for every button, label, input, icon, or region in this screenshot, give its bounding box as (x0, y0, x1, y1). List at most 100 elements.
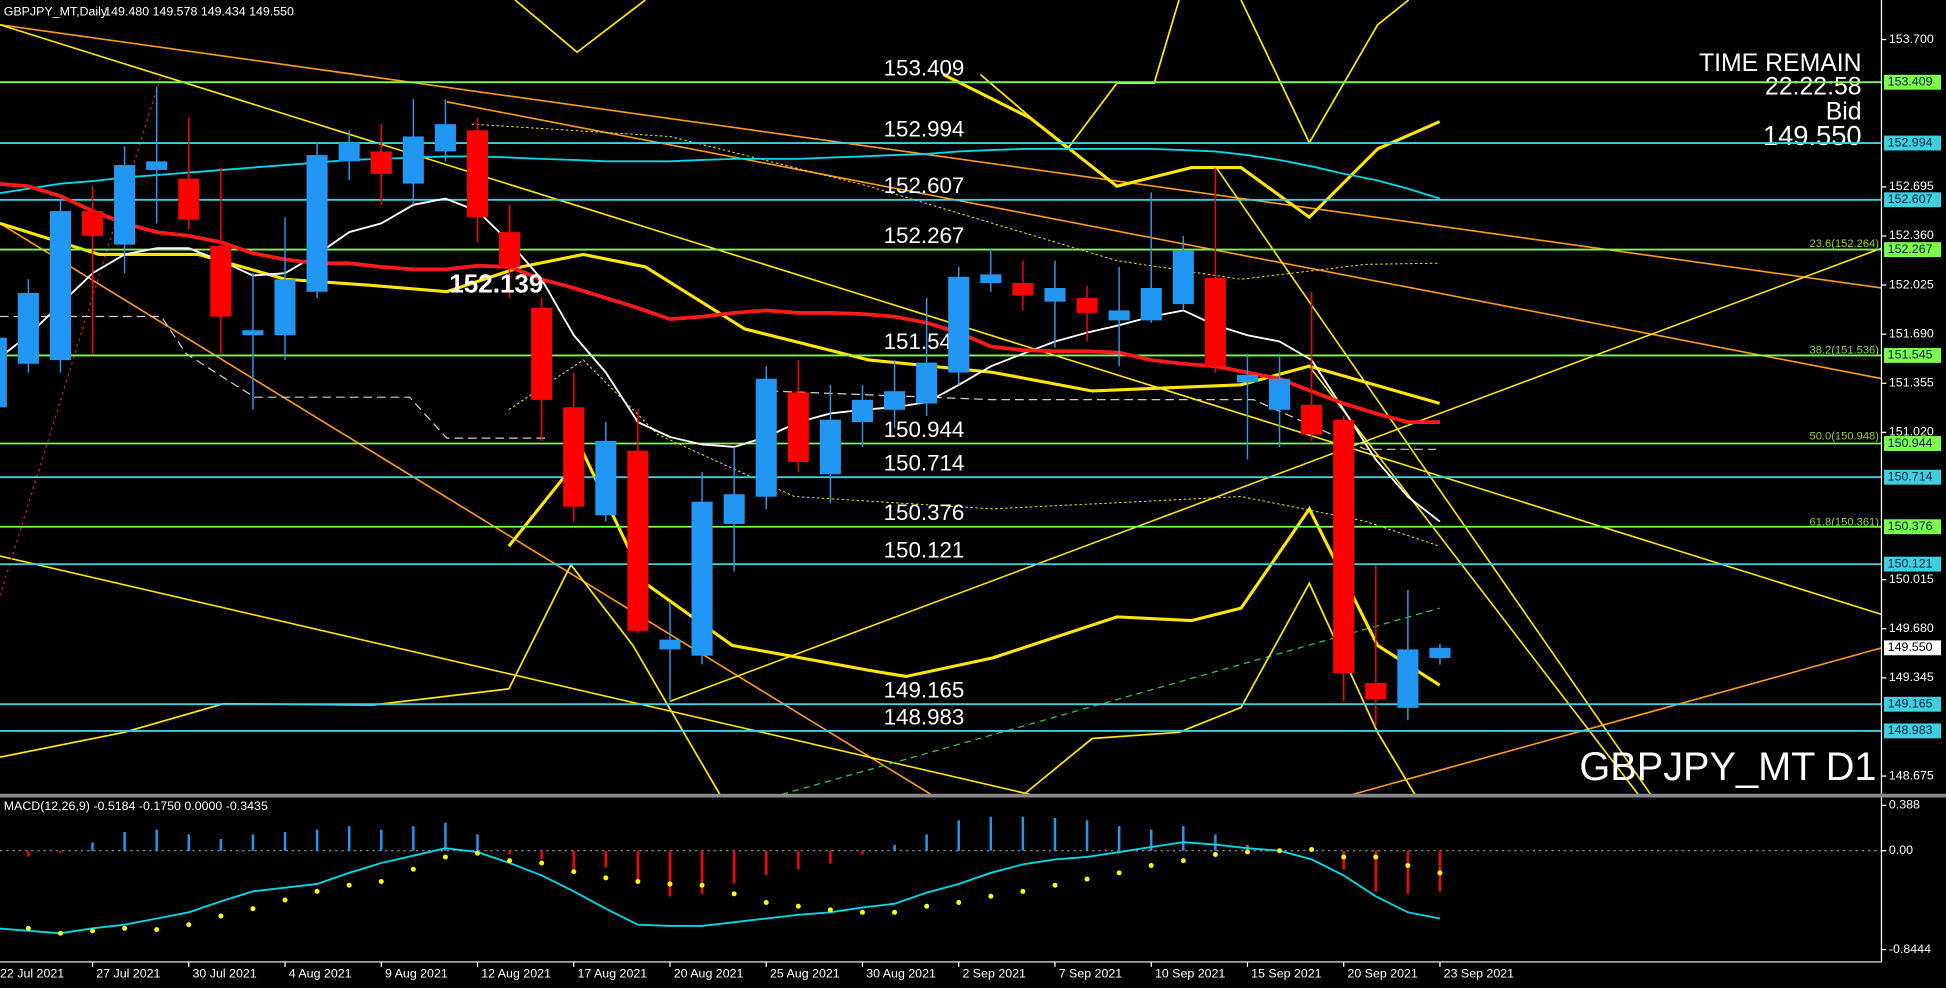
y-tick-label: 151.355 (1889, 376, 1934, 390)
watermark: GBPJPY_MT D1 (1579, 745, 1876, 789)
macd-label: MACD(12,26,9) -0.5184 -0.1750 0.0000 -0.… (4, 799, 268, 813)
band (0, 563, 721, 795)
band (508, 359, 1440, 547)
macd-signal-dot (1405, 863, 1411, 868)
macd-signal-dot (892, 909, 898, 915)
x-tick-label: 17 Aug 2021 (577, 967, 647, 981)
level-price-tag: 153.409 (1888, 75, 1933, 89)
macd-signal-dot (282, 897, 288, 903)
macd-signal-dot (827, 907, 833, 913)
macd-line (0, 841, 1441, 935)
macd-signal-dot (25, 925, 31, 931)
moving-average (0, 148, 1441, 200)
candle-body (499, 232, 521, 267)
level-label: 149.165 (884, 678, 965, 703)
level-price-tag: 152.994 (1888, 135, 1933, 149)
candle-body (434, 124, 456, 152)
macd-signal-dot (571, 869, 577, 875)
macd-signal-dot (1244, 849, 1250, 855)
macd-signal-dot (1277, 848, 1283, 854)
macd-signal-dot (988, 893, 994, 899)
level-price-tag: 152.607 (1888, 192, 1933, 206)
candle-body (274, 279, 296, 336)
dashed-line (0, 315, 547, 439)
candle-body (1140, 287, 1162, 321)
candle-body (1076, 297, 1098, 313)
level-label: 152.267 (884, 223, 965, 248)
macd-y-tick-label: 0.00 (1889, 843, 1913, 857)
macd-signal-dot (1148, 863, 1154, 868)
band (1240, 0, 1410, 145)
moving-average (0, 182, 1441, 424)
level-price-box (1883, 696, 1942, 712)
level-price-box (1883, 135, 1942, 151)
macd-signal-dot (763, 900, 769, 905)
macd-signal-dot (667, 881, 673, 887)
macd-signal-dot (378, 879, 384, 885)
candle-body (563, 407, 585, 507)
macd-signal-dot (860, 909, 865, 915)
macd-signal-dot (250, 906, 256, 912)
trend-line (0, 24, 1882, 616)
x-tick-label: 25 Aug 2021 (770, 967, 840, 981)
x-tick-label: 15 Sep 2021 (1251, 967, 1321, 981)
ohlc-header: 149.480 149.578 149.434 149.550 (104, 5, 294, 19)
x-tick-label: 9 Aug 2021 (385, 967, 448, 981)
candle-body (1204, 278, 1226, 367)
macd-y-tick-label: -0.8444 (1889, 942, 1931, 956)
fibo-label: 38.2(151.536) (1810, 344, 1880, 356)
candle-body (466, 130, 489, 218)
time-remain: 22:22:58 (1765, 74, 1862, 101)
candle-body (402, 136, 424, 184)
macd-signal-dot (603, 875, 609, 881)
level-label: 150.944 (884, 417, 965, 442)
trend-line (446, 100, 1882, 380)
fibo-label: 23.6(152.264) (1810, 238, 1880, 250)
level-price-box (1883, 74, 1942, 90)
level-label: 150.376 (884, 500, 965, 525)
x-tick-label: 10 Sep 2021 (1155, 967, 1225, 981)
band (942, 73, 1441, 220)
candle-body (178, 178, 200, 220)
trend-line (0, 24, 1882, 289)
chart-title: GBPJPY_MT,Daily (4, 5, 108, 19)
candle-body (691, 501, 713, 656)
y-tick-label: 152.360 (1889, 228, 1934, 242)
x-tick-label: 30 Aug 2021 (866, 967, 936, 981)
macd-signal-dot (410, 866, 416, 872)
x-tick-label: 30 Jul 2021 (192, 967, 256, 981)
level-price-tag: 150.121 (1888, 556, 1933, 570)
level-label: 150.121 (884, 538, 965, 563)
candle-body (595, 440, 617, 516)
y-tick-label: 149.345 (1889, 670, 1934, 684)
candle-body (980, 274, 1002, 284)
level-price-tag: 149.165 (1888, 697, 1933, 711)
fibo-label: 61.8(150.361) (1810, 517, 1880, 529)
macd-signal-dot (1116, 870, 1122, 876)
level-price-tag: 151.545 (1888, 348, 1933, 362)
macd-signal-dot (1020, 888, 1026, 894)
trend-line (669, 247, 1882, 703)
candle-body (1172, 250, 1194, 305)
candle-body (1365, 682, 1387, 700)
price-marker: 152.139 (449, 269, 543, 299)
bid-tag: 149.550 (1888, 640, 1933, 654)
macd-signal-dot (539, 860, 545, 866)
x-tick-label: 22 Jul 2021 (0, 967, 64, 981)
y-tick-label: 153.700 (1889, 32, 1934, 46)
y-tick-label: 152.025 (1889, 277, 1934, 291)
trend-line (0, 74, 162, 596)
level-price-box (1883, 192, 1942, 208)
time-remain-caption: TIME REMAIN (1699, 50, 1862, 77)
candle-body (755, 378, 777, 497)
band (1023, 581, 1416, 796)
macd-signal-dot (507, 858, 513, 864)
bid-caption: Bid (1826, 99, 1862, 126)
y-tick-label: 151.690 (1889, 326, 1934, 340)
macd-signal-dot (1341, 854, 1347, 860)
drawings (0, 0, 1882, 796)
candle-body (723, 494, 745, 524)
level-label: 152.994 (884, 117, 965, 142)
candle-body (1333, 419, 1355, 674)
